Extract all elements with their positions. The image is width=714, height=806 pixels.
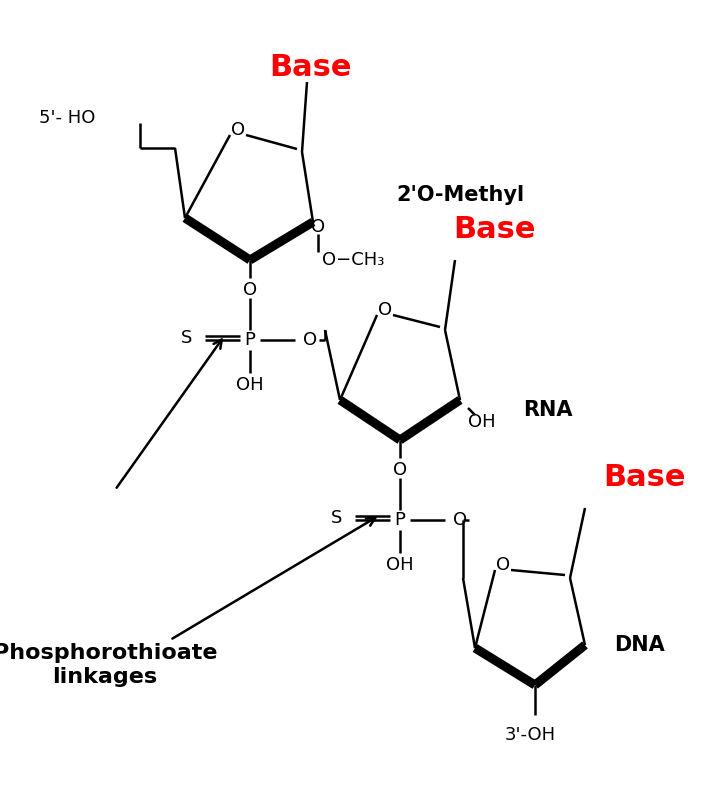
Text: O: O [453, 511, 467, 529]
Text: O: O [378, 301, 392, 319]
Text: O: O [311, 218, 325, 236]
Text: O: O [243, 281, 257, 299]
Text: O: O [393, 461, 407, 479]
Text: S: S [181, 329, 193, 347]
Text: OH: OH [236, 376, 263, 394]
Text: O−CH₃: O−CH₃ [322, 251, 384, 269]
Text: DNA: DNA [615, 635, 665, 655]
Text: Base: Base [604, 463, 686, 492]
Text: Phosphorothioate
linkages: Phosphorothioate linkages [0, 643, 217, 687]
Text: 5'- HO: 5'- HO [39, 109, 95, 127]
Text: P: P [395, 511, 406, 529]
Text: 3'-OH: 3'-OH [504, 726, 555, 744]
Text: S: S [331, 509, 343, 527]
Text: OH: OH [468, 413, 496, 431]
Text: O: O [303, 331, 317, 349]
Text: 2'O-Methyl: 2'O-Methyl [396, 185, 524, 205]
Text: Base: Base [268, 52, 351, 81]
Text: O: O [496, 556, 510, 574]
Text: RNA: RNA [523, 400, 573, 420]
Text: Base: Base [454, 215, 536, 244]
Text: OH: OH [386, 556, 414, 574]
Text: O: O [231, 121, 245, 139]
Text: P: P [245, 331, 256, 349]
